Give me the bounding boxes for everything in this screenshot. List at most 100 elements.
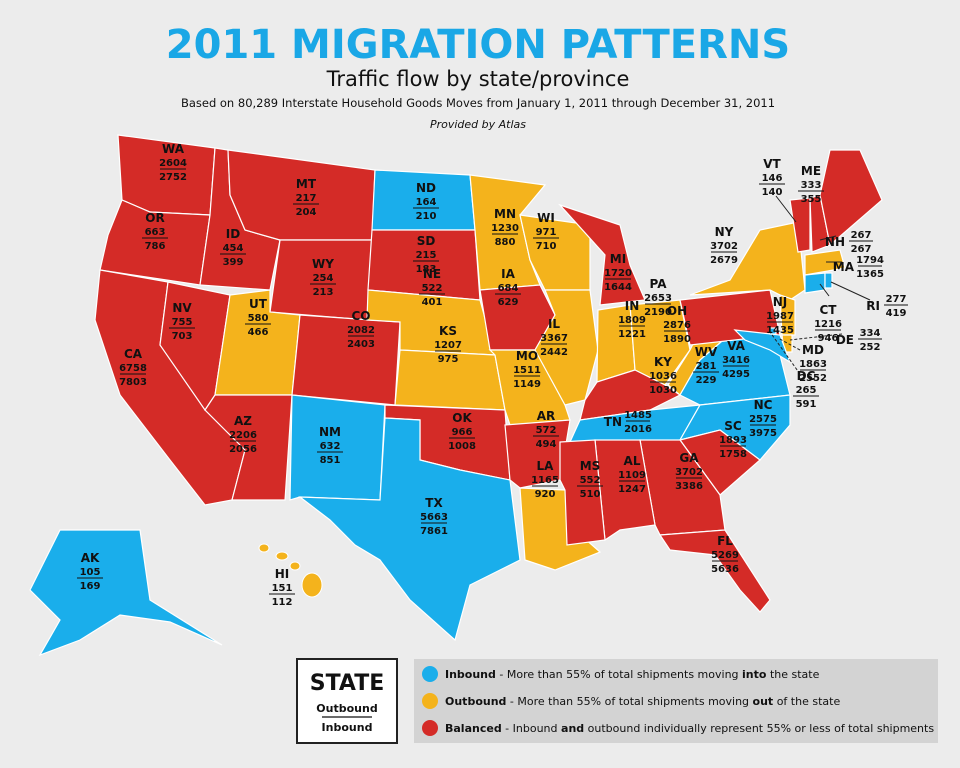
state-abbr: MI xyxy=(610,252,626,266)
state-inbound: 229 xyxy=(696,375,717,386)
state-abbr: UT xyxy=(249,297,268,311)
state-shape xyxy=(534,289,599,406)
state-outbound: 164 xyxy=(416,197,437,208)
state-inbound: 1890 xyxy=(663,334,691,345)
state-abbr: OK xyxy=(452,411,472,425)
state-outbound: 572 xyxy=(536,425,557,436)
state-inbound: 4295 xyxy=(722,369,750,380)
state-abbr: LA xyxy=(537,459,555,473)
leader xyxy=(775,195,797,223)
state-outbound: 265 xyxy=(796,385,817,396)
state-outbound: 1893 xyxy=(719,435,747,446)
state-outbound: 552 xyxy=(580,475,601,486)
state-outbound: 1216 xyxy=(814,319,842,330)
state-inbound: 703 xyxy=(172,331,193,342)
state-outbound: 5663 xyxy=(420,512,448,523)
state-inbound: 252 xyxy=(860,342,881,353)
state-inbound: 1644 xyxy=(604,282,632,293)
state-abbr: ID xyxy=(226,227,240,241)
state-outbound: 151 xyxy=(272,583,293,594)
state-outbound: 1230 xyxy=(491,223,519,234)
legend-text: Inbound - More than 55% of total shipmen… xyxy=(445,668,820,681)
state-inbound: 1008 xyxy=(448,441,476,452)
state-abbr: IN xyxy=(625,299,640,313)
state-inbound: 183 xyxy=(416,264,437,275)
state-inbound: 399 xyxy=(223,257,244,268)
state-abbr: AZ xyxy=(234,414,252,428)
key-title: STATE xyxy=(310,671,385,696)
legend-part: and xyxy=(561,722,584,735)
legend-swatch xyxy=(422,666,438,682)
legend-part: - More than 55% of total shipments movin… xyxy=(496,668,742,681)
state-inbound: 1030 xyxy=(649,385,677,396)
title: 2011 MIGRATION PATTERNS xyxy=(166,22,790,68)
state-shape xyxy=(629,299,691,386)
state-inbound: 629 xyxy=(498,297,519,308)
state-abbr: NJ xyxy=(773,295,788,309)
state-abbr: OH xyxy=(667,304,687,318)
state-shape xyxy=(804,249,846,276)
state-outbound: 1109 xyxy=(618,470,646,481)
legend-part: - More than 55% of total shipments movin… xyxy=(506,695,752,708)
state-abbr: TX xyxy=(425,496,443,510)
state-outbound: 684 xyxy=(498,283,519,294)
state-outbound: 3702 xyxy=(710,241,738,252)
state-outbound: 254 xyxy=(313,273,334,284)
state-shape xyxy=(558,203,646,306)
state-outbound: 3367 xyxy=(540,333,568,344)
states xyxy=(29,134,883,657)
legend-part: of the state xyxy=(773,695,840,708)
state-abbr: MT xyxy=(296,177,317,191)
state-abbr: RI xyxy=(866,299,880,313)
state-outbound: 522 xyxy=(422,283,443,294)
state-abbr: TN xyxy=(604,415,622,429)
state-abbr: MD xyxy=(802,343,824,357)
legend-part: - Inbound xyxy=(502,722,561,735)
state-inbound: 3975 xyxy=(749,428,777,439)
state-abbr: ND xyxy=(416,181,436,195)
state-inbound: 2056 xyxy=(229,444,257,455)
state-abbr: AK xyxy=(81,551,100,565)
legend-text: Balanced - Inbound and outbound individu… xyxy=(445,722,934,735)
state-outbound: 1987 xyxy=(766,311,794,322)
legend-box xyxy=(414,659,938,743)
state-abbr: DC xyxy=(797,369,816,383)
legend-part: outbound individually represent 55% or l… xyxy=(584,722,934,735)
state-abbr: WV xyxy=(695,345,718,359)
state-abbr: NM xyxy=(319,425,341,439)
state-inbound: 401 xyxy=(422,297,443,308)
credit: Provided by Atlas xyxy=(430,118,526,131)
state-inbound: 5636 xyxy=(711,564,739,575)
leader xyxy=(769,331,801,375)
legend-term: Inbound xyxy=(445,668,496,681)
state-abbr: SD xyxy=(417,234,436,248)
state-abbr: NV xyxy=(172,301,192,315)
state-outbound: 3416 xyxy=(722,355,750,366)
state-inbound: 2403 xyxy=(347,339,375,350)
state-abbr: OR xyxy=(145,211,164,225)
key-box: STATE Outbound Inbound xyxy=(296,658,398,744)
state-shape xyxy=(469,174,547,291)
state-inbound: 880 xyxy=(495,237,516,248)
state-inbound: 267 xyxy=(851,244,872,255)
subtitle: Traffic flow by state/province xyxy=(326,67,630,91)
state-outbound: 281 xyxy=(696,361,717,372)
legend-part: the state xyxy=(766,668,819,681)
state-abbr: VA xyxy=(727,339,745,353)
legend-part: out xyxy=(753,695,774,708)
legend-swatch xyxy=(422,720,438,736)
key-outbound: Outbound xyxy=(316,702,377,715)
state-inbound: 7803 xyxy=(119,377,147,388)
state-shape xyxy=(819,149,883,247)
state-inbound: 169 xyxy=(80,581,101,592)
state-inbound: 7861 xyxy=(420,526,448,537)
state-inbound: 466 xyxy=(248,327,269,338)
state-outbound: 2876 xyxy=(663,320,691,331)
state-shape xyxy=(275,551,289,561)
state-abbr: FL xyxy=(717,534,733,548)
state-labels: WA 2604 2752 OR 663 786 CA 6758 7803 NV 755 703 ID 45… xyxy=(77,142,908,608)
state-shape xyxy=(289,561,301,571)
state-outbound: 580 xyxy=(248,313,269,324)
